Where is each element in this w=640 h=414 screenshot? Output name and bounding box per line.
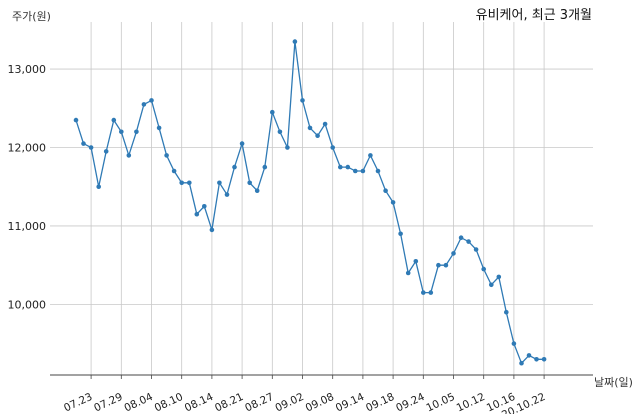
x-tick-label: 08.10 xyxy=(153,391,185,414)
data-point xyxy=(368,153,373,158)
data-point xyxy=(315,133,320,138)
data-point xyxy=(390,200,396,205)
x-tick-label: 09.24 xyxy=(394,391,427,414)
data-point xyxy=(134,129,139,135)
y-tick-labels: 10,000 11,000 12,000 13,000 xyxy=(8,63,47,311)
data-point xyxy=(149,98,154,103)
data-point xyxy=(428,290,434,295)
data-point xyxy=(443,262,449,268)
data-point xyxy=(217,180,222,186)
data-point xyxy=(421,290,426,295)
data-point xyxy=(270,109,275,115)
data-point xyxy=(436,262,441,268)
data-point xyxy=(202,204,207,209)
data-point xyxy=(209,227,215,233)
data-point xyxy=(239,141,245,146)
data-point xyxy=(81,141,86,146)
data-point xyxy=(119,129,124,135)
data-point xyxy=(451,251,456,256)
data-point xyxy=(534,357,539,362)
x-tick-labels: 07.2307.2908.0408.1008.1408.2108.2709.02… xyxy=(62,391,547,414)
y-tick-label: 12,000 xyxy=(8,142,47,155)
data-point xyxy=(345,164,351,170)
data-point xyxy=(277,129,283,135)
data-point xyxy=(473,247,479,252)
data-point xyxy=(247,180,252,186)
data-point xyxy=(254,188,260,193)
x-tick-label: 09.14 xyxy=(334,391,367,414)
x-tick-label: 10.05 xyxy=(424,391,456,414)
data-point xyxy=(330,145,336,150)
x-tick-label: 09.02 xyxy=(273,391,305,414)
data-point xyxy=(458,235,464,240)
data-point xyxy=(285,145,290,150)
x-axis-label: 날짜(일) xyxy=(594,376,633,389)
data-point xyxy=(322,121,328,127)
data-point xyxy=(194,211,200,217)
price-series-line xyxy=(75,41,545,365)
x-tick-label: 08.27 xyxy=(243,391,275,414)
data-point xyxy=(353,168,358,174)
data-point xyxy=(179,180,184,186)
data-point xyxy=(141,102,147,107)
y-tick-label: 11,000 xyxy=(8,220,47,233)
x-tick-label: 07.23 xyxy=(62,391,94,414)
data-point xyxy=(126,153,132,158)
x-tick-label: 08.04 xyxy=(122,391,155,414)
x-tick-label: 08.14 xyxy=(183,391,216,414)
grid xyxy=(50,22,593,379)
data-point xyxy=(224,192,230,197)
data-point xyxy=(489,282,494,288)
chart-title: 유비케어, 최근 3개월 xyxy=(475,8,592,23)
data-point xyxy=(360,168,366,174)
x-tick-label: 08.21 xyxy=(213,391,245,414)
data-point xyxy=(504,309,509,315)
data-point xyxy=(526,353,532,358)
data-point xyxy=(111,117,117,123)
data-point xyxy=(232,164,237,170)
data-point xyxy=(103,149,109,154)
x-tick-label: 09.18 xyxy=(364,391,396,414)
x-tick-label: 10.12 xyxy=(455,391,487,414)
data-point xyxy=(496,274,502,280)
data-point xyxy=(481,266,487,272)
data-point xyxy=(405,270,411,276)
data-point xyxy=(413,259,419,264)
x-tick-label: 07.29 xyxy=(92,391,124,414)
data-point xyxy=(88,145,94,150)
data-point xyxy=(307,125,313,131)
data-point xyxy=(466,239,471,244)
data-point xyxy=(338,164,343,170)
x-tick-label: 09.08 xyxy=(304,391,336,414)
data-point xyxy=(519,360,524,366)
data-point xyxy=(164,153,169,158)
data-point xyxy=(511,341,517,346)
y-tick-label: 10,000 xyxy=(8,298,47,311)
data-point xyxy=(398,231,403,237)
price-points xyxy=(73,39,547,366)
data-point xyxy=(73,117,79,123)
data-point xyxy=(300,98,305,103)
data-point xyxy=(171,168,177,174)
data-point xyxy=(383,188,388,193)
data-point xyxy=(292,39,298,44)
y-axis-label: 주가(원) xyxy=(12,10,51,23)
data-point xyxy=(156,125,162,131)
data-point xyxy=(541,357,547,362)
data-point xyxy=(262,164,268,170)
data-point xyxy=(96,184,101,189)
y-tick-label: 13,000 xyxy=(8,63,47,76)
data-point xyxy=(187,180,192,186)
data-point xyxy=(375,168,381,174)
